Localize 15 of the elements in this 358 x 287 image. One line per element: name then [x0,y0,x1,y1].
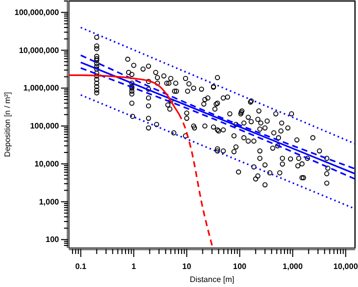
y-tick-label: 1,000,000 [23,84,60,93]
x-tick-label: 10,000 [333,262,358,272]
x-tick-label: 1,000 [282,262,304,272]
y-tick-label: 10,000,000 [18,46,60,55]
x-axis-title: Distance [m] [190,275,234,284]
y-tick-label: 100,000 [30,122,60,131]
x-tick-label: 1 [132,262,137,272]
x-tick-label: 10 [182,262,192,272]
y-tick-label: 100,000,000 [14,8,60,17]
y-axis-title: Deposition [n / m²] [3,92,12,157]
x-tick-label: 100 [233,262,247,272]
y-tick-label: 10,000 [34,159,60,168]
y-tick-label: 1,000 [38,197,60,206]
x-tick-label: 0.1 [75,262,87,272]
y-tick-label: 100 [46,235,60,244]
